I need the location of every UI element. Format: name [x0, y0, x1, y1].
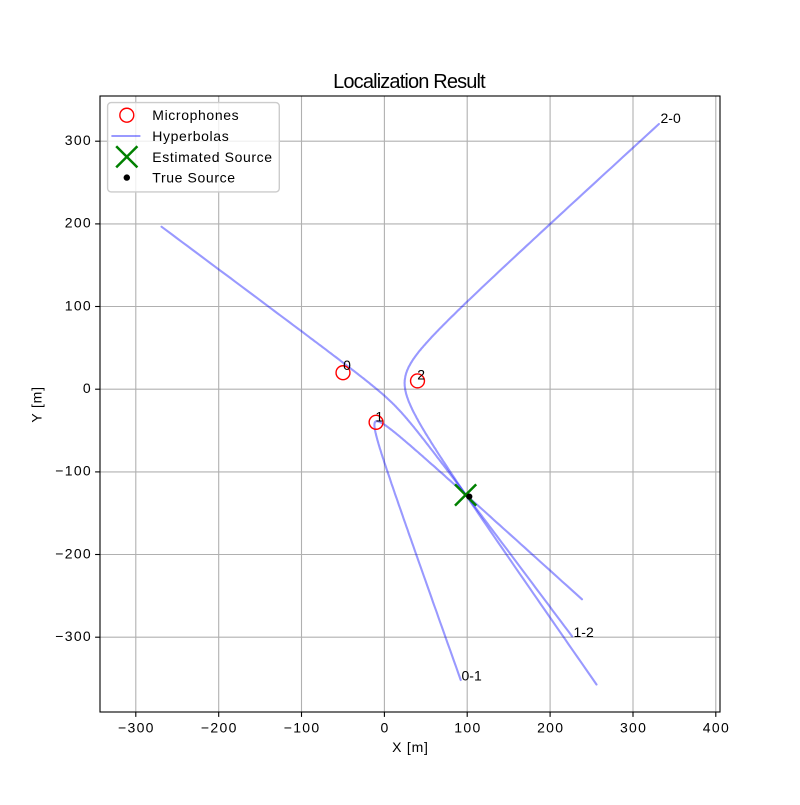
svg-text:2: 2: [417, 366, 425, 382]
svg-text:300: 300: [620, 720, 647, 736]
svg-text:−200: −200: [201, 720, 238, 736]
svg-text:400: 400: [703, 720, 730, 736]
svg-text:−300: −300: [118, 720, 155, 736]
svg-text:0: 0: [380, 720, 389, 736]
svg-text:200: 200: [537, 720, 564, 736]
svg-text:0: 0: [83, 380, 92, 396]
svg-text:−100: −100: [284, 720, 321, 736]
svg-text:Localization Result: Localization Result: [333, 71, 486, 93]
svg-text:0: 0: [343, 357, 351, 373]
svg-text:1-2: 1-2: [574, 624, 594, 640]
svg-text:100: 100: [454, 720, 481, 736]
svg-text:1: 1: [375, 408, 383, 424]
svg-text:Estimated Source: Estimated Source: [152, 149, 272, 165]
svg-text:Y [m]: Y [m]: [29, 386, 45, 422]
svg-text:X [m]: X [m]: [392, 739, 429, 755]
svg-text:200: 200: [65, 215, 92, 231]
svg-text:0-1: 0-1: [462, 668, 482, 684]
svg-text:−200: −200: [55, 545, 92, 561]
svg-text:Hyperbolas: Hyperbolas: [152, 128, 229, 144]
svg-text:2-0: 2-0: [661, 110, 681, 126]
svg-text:Microphones: Microphones: [152, 107, 239, 123]
svg-text:100: 100: [65, 297, 92, 313]
svg-text:300: 300: [65, 132, 92, 148]
svg-text:True Source: True Source: [152, 170, 235, 186]
svg-text:−300: −300: [55, 628, 92, 644]
svg-text:−100: −100: [55, 463, 92, 479]
